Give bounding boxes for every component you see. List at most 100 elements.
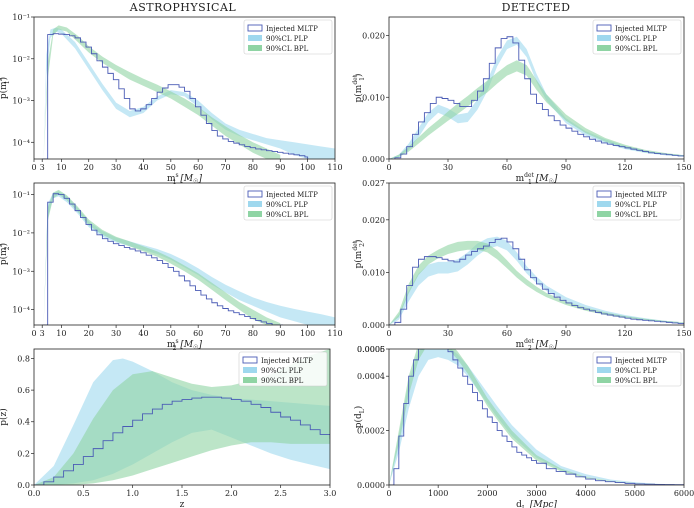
y-tick-label: 0.000	[362, 321, 385, 330]
legend: Injected MLTP 90%CL PLP 90%CL BPL	[592, 351, 682, 387]
x-tick-label: 1.0	[126, 489, 139, 498]
legend: Injected MLTP 90%CL PLP 90%CL BPL	[243, 185, 333, 221]
x-tick-label: 90	[275, 163, 285, 172]
y-tick-label: 0.0005	[357, 345, 385, 354]
y-tick-label-top: 0.0006	[357, 345, 385, 354]
legend-label: Injected MLTP	[615, 191, 667, 199]
legend-swatch-plp	[248, 35, 262, 41]
x-axis-label: mdet 2 [M☉]	[516, 338, 558, 352]
axes-frame	[33, 182, 336, 326]
legend-swatch-bpl	[597, 45, 611, 51]
panel-dL: 0 1000 2000 3000 4000 5000 6000 0.0000 0.0002 0.0…	[353, 345, 694, 508]
y-tick-label: 0.0002	[357, 427, 385, 436]
x-tick-label: 5000	[625, 489, 645, 498]
legend-label: 90%CL PLP	[266, 201, 308, 209]
x-tick-label: 70	[220, 163, 230, 172]
y-tick-label: 10⁻²	[12, 229, 30, 238]
legend-label: 90%CL PLP	[615, 35, 657, 43]
x-tick-label: 0	[386, 489, 391, 498]
x-axis-label: z	[180, 500, 185, 508]
injected-histogram	[389, 36, 684, 159]
x-tick-label: 20	[84, 163, 94, 172]
legend-swatch-bpl	[243, 377, 257, 383]
x-axis-label: ms 1 [M☉]	[167, 172, 203, 186]
legend-swatch-plp	[597, 35, 611, 41]
panel-z: 0.0 0.5 1.0 1.5 2.0 2.5 3.0 0.0 0.2 0.4 0.6 0.8 z p(z…	[0, 348, 336, 508]
legend-label: 90%CL BPL	[615, 377, 658, 385]
axes-frame	[388, 182, 685, 326]
legend-swatch-hist	[596, 24, 612, 32]
x-axis-label: ms 2 [M☉]	[167, 338, 203, 352]
x-tick-label: 40	[138, 329, 148, 338]
legend-swatch-hist	[596, 190, 612, 198]
legend-swatch-hist	[247, 190, 263, 198]
y-tick-label: 0.8	[17, 354, 30, 363]
legend-swatch-bpl	[597, 211, 611, 217]
y-tick-label: 10⁻⁴	[12, 138, 30, 147]
x-tick-label: 150	[676, 163, 691, 172]
legend-swatch-plp	[243, 367, 257, 373]
x-tick-label: 110	[327, 163, 342, 172]
x-tick-label: 2.0	[225, 489, 238, 498]
legend-label: 90%CL PLP	[615, 201, 657, 209]
legend-label: 90%CL PLP	[266, 35, 308, 43]
legend-label: 90%CL PLP	[615, 367, 657, 375]
x-tick-label: 3	[40, 329, 45, 338]
x-tick-label: 0	[31, 329, 36, 338]
y-tick-label: 0.2	[17, 449, 30, 458]
axes-frame	[33, 16, 336, 160]
legend-swatch-bpl	[597, 377, 611, 383]
x-tick-label: 50	[166, 163, 176, 172]
legend-label: Injected MLTP	[266, 25, 318, 33]
y-axis-label: p(mdet1)	[352, 74, 366, 103]
injected-histogram	[389, 237, 684, 325]
y-tick-label: 10⁻³	[12, 267, 30, 276]
legend: Injected MLTP 90%CL PLP 90%CL BPL	[243, 19, 333, 55]
legend: Injected MLTP 90%CL PLP 90%CL BPL	[592, 185, 682, 221]
legend: Injected MLTP 90%CL PLP 90%CL BPL	[592, 19, 682, 55]
x-tick-label: 1000	[428, 489, 448, 498]
y-tick-label: 10⁻¹	[12, 13, 30, 22]
y-tick-label: 0.000	[362, 155, 385, 164]
legend-swatch-plp	[248, 201, 262, 207]
y-tick-label: 0.027	[362, 179, 385, 188]
bpl-band	[389, 349, 684, 485]
y-axis-label: p(dL)	[353, 406, 366, 429]
x-tick-label: 50	[166, 329, 176, 338]
y-tick-label: 10⁻¹	[12, 191, 30, 200]
legend-swatch-hist	[242, 356, 258, 364]
x-tick-label: 1.5	[176, 489, 189, 498]
bpl-band	[389, 60, 684, 159]
legend-swatch-hist	[247, 24, 263, 32]
x-tick-label: 40	[138, 163, 148, 172]
x-tick-label: 90	[561, 163, 571, 172]
x-tick-label: 2.5	[274, 489, 287, 498]
injected-histogram	[389, 349, 684, 485]
y-tick-label: 0.0000	[357, 481, 385, 490]
legend: Injected MLTP 90%CL PLP 90%CL BPL	[238, 351, 328, 387]
left-column-title: ASTROPHYSICAL	[129, 1, 237, 14]
x-tick-label: 0	[386, 329, 391, 338]
x-tick-label: 10	[56, 163, 66, 172]
x-tick-label: 90	[275, 329, 285, 338]
y-axis-label: p(ms2)	[0, 243, 11, 265]
x-tick-label: 30	[111, 329, 121, 338]
x-tick-label: 60	[193, 329, 203, 338]
panel-m1det: 0 30 60 90 120 150 0.000 0.010 0.020 mdet 1 [M☉] p(m…	[352, 16, 692, 186]
x-tick-label: 20	[84, 329, 94, 338]
y-tick-label: 10⁻²	[12, 55, 30, 64]
legend-label: Injected MLTP	[615, 357, 667, 365]
x-tick-label: 4000	[575, 489, 595, 498]
x-tick-label: 60	[502, 329, 512, 338]
legend-swatch-bpl	[248, 211, 262, 217]
panel-m2det: 0 30 60 90 120 150 0.000 0.010 0.020 0.027 mdet 2 [M…	[352, 179, 692, 352]
x-tick-label: 100	[300, 329, 315, 338]
legend-label: 90%CL BPL	[261, 377, 304, 385]
x-tick-label: 60	[193, 163, 203, 172]
x-tick-label: 110	[327, 329, 342, 338]
y-tick-label: 0.020	[362, 216, 385, 225]
x-tick-label: 2000	[477, 489, 497, 498]
x-tick-label: 120	[617, 329, 632, 338]
y-tick-label: 0.0	[17, 481, 30, 490]
x-axis-label: dL[Mpc]	[516, 500, 557, 508]
